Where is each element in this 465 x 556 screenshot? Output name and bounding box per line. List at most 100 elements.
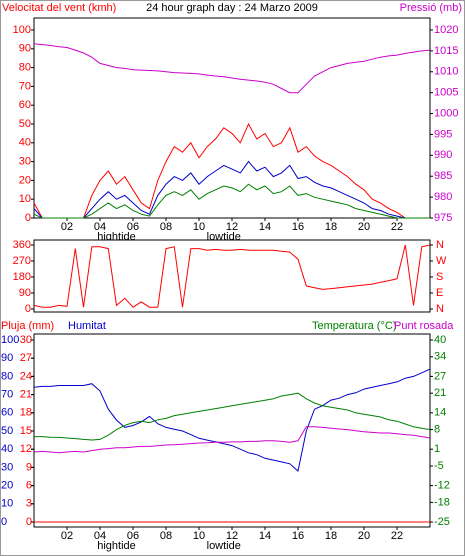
y2-tick-label: 8 [434,424,440,436]
plot-frame [33,17,431,219]
y-tick-label: 50 [19,118,31,130]
y-tick-label: 70 [19,80,31,92]
y2-tick-label: 995 [434,128,452,140]
plot-frame [33,333,431,528]
y-tick-label: 30 [1,461,13,473]
y-tick-label: 0 [25,212,31,224]
y2-tick-label: 980 [434,191,452,203]
y-tick-label: 70 [1,389,13,401]
x-tick-label: 10 [193,221,205,233]
y2-tick-label: 14 [434,407,446,419]
y-tick-label: 20 [19,174,31,186]
y-tick-label: 270 [13,255,31,267]
y3-tick-label: 18 [20,407,32,419]
y-tick-label: 10 [19,193,31,205]
y-tick-label: 60 [19,99,31,111]
y2-tick-label: E [436,287,443,299]
chart-title: 24 hour graph day : 24 Marzo 2009 [146,2,318,14]
y-tick-label: 40 [19,137,31,149]
y2-tick-label: 975 [434,212,452,224]
y-tick-label: 100 [1,334,19,346]
y2-tick-label: 1000 [434,107,458,119]
x-tick-label: 04 [94,221,106,233]
y3-tick-label: 24 [20,370,32,382]
x-tick-label: 06 [127,530,139,542]
x-tick-label: 04 [94,530,106,542]
legend-entry: Humitat [68,320,106,332]
y-tick-label: 50 [1,425,13,437]
y2-tick-label: 21 [434,387,446,399]
y2-tick-label: N [436,239,444,251]
y2-tick-label: 990 [434,149,452,161]
y2-tick-label: 1005 [434,87,458,99]
x-tick-label: 08 [160,530,172,542]
x-tick-label: 08 [160,221,172,233]
x-tick-label: 14 [259,530,271,542]
y-axis-label: Velocitat del vent (kmh) [2,2,116,14]
y-tick-label: 0 [1,516,7,528]
series-line [33,43,431,94]
x-tick-label: 22 [391,221,403,233]
x-tick-label: 16 [292,530,304,542]
y2-tick-label: S [436,271,443,283]
y2-tick-label: -18 [434,496,450,508]
y2-tick-label: 1015 [434,45,458,57]
y3-tick-label: 15 [20,425,32,437]
y3-tick-label: 9 [26,461,32,473]
x-tick-label: 12 [226,221,238,233]
x-tick-label: 20 [358,530,370,542]
y2-tick-label: 1020 [434,24,458,36]
y-tick-label: 90 [19,287,31,299]
y3-tick-label: 3 [26,498,32,510]
series-line [33,122,430,219]
x-tick-label: 18 [325,221,337,233]
y3-tick-label: 30 [20,334,32,346]
y2-tick-label: 40 [434,334,446,346]
y-tick-label: 90 [19,43,31,55]
y2-tick-label: -25 [434,516,450,528]
y2-tick-label: -12 [434,480,450,492]
y-tick-label: 80 [1,370,13,382]
y2-tick-label: 27 [434,370,446,382]
y3-tick-label: 6 [26,480,32,492]
plot-frame [33,239,431,313]
x-tick-label: 10 [193,530,205,542]
x-tick-label: 16 [292,221,304,233]
x-tick-label: 22 [391,530,403,542]
y2-tick-label: 1 [434,443,440,455]
x-tick-label: 06 [127,221,139,233]
x-tick-label: 14 [259,221,271,233]
series-line [33,426,431,454]
y2-axis-label: Pressió (mb) [400,2,462,14]
series-line [33,368,431,472]
legend-entry: Temperatura (°C) [312,320,396,332]
y-tick-label: 60 [1,407,13,419]
y-tick-label: 40 [1,443,13,455]
series-line [34,392,431,441]
y2-tick-label: 1010 [434,66,458,78]
y2-tick-label: -5 [434,460,444,472]
legend-entry: Pluja (mm) [1,320,54,332]
x-tick-label: 18 [325,530,337,542]
y-tick-label: 20 [1,480,13,492]
y-tick-label: 80 [19,62,31,74]
x-tick-label: 20 [358,221,370,233]
x-tick-label: 12 [226,530,238,542]
y3-tick-label: 0 [26,516,32,528]
series-line [33,160,430,219]
y2-tick-label: W [436,255,447,267]
x-tick-label: 02 [61,221,73,233]
y3-tick-label: 12 [20,443,32,455]
series-line [33,244,431,308]
y-tick-label: 0 [25,303,31,315]
y-tick-label: 100 [13,24,31,36]
annotation: lowtide [207,540,241,552]
y2-tick-label: 34 [434,351,446,363]
y-tick-label: 360 [13,239,31,251]
y2-tick-label: 985 [434,170,452,182]
y2-tick-label: N [436,303,444,315]
x-tick-label: 02 [61,530,73,542]
legend-entry: Punt rosada [394,320,454,332]
